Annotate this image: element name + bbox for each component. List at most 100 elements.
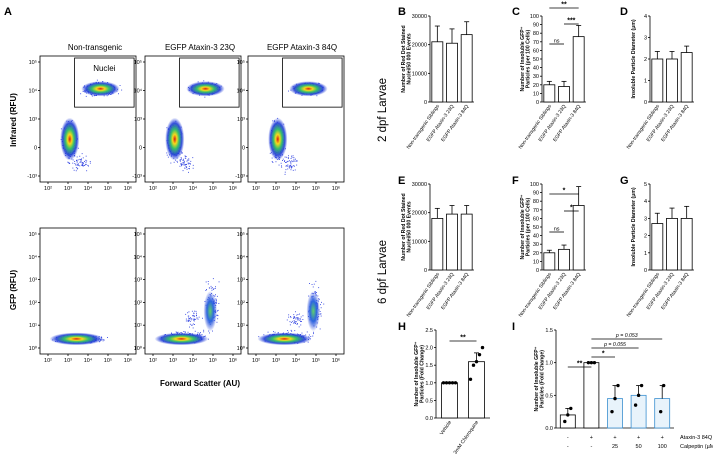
flow-x-tick: 10³ [64, 358, 72, 364]
significance-label: ** [577, 361, 583, 368]
bar [572, 205, 585, 271]
y-tick-label: 0.5 [545, 393, 553, 399]
y-tick-label: 30 [533, 242, 539, 248]
y-tick-label: 100 [530, 182, 539, 188]
chart-h: 0.0 0.5 1.0 1.5 2.0 2.5 Number of Insoluble GF… [414, 328, 490, 455]
bar [446, 213, 458, 271]
y-tick-label: 1.0 [545, 361, 553, 367]
category-label: EGFP Ataxin-3 84Q [440, 104, 470, 143]
y-tick-label: 70 [533, 208, 539, 214]
flow-y-tick: -10³ [132, 174, 142, 180]
flow-x-tick: 10³ [169, 358, 177, 364]
flow-x-tick: 10⁵ [104, 357, 112, 364]
bar [543, 84, 556, 103]
flow-plot-r1c1: Nuclei 10² 10³ 10⁴ 10⁵ 10⁶ 10⁵ 10⁴ 10³ 0 -10³ [27, 55, 137, 192]
nuclei-gate [74, 57, 135, 108]
y-tick-label: 20000 [412, 43, 427, 49]
flow-x-tick: 10⁶ [229, 357, 237, 364]
data-point [610, 409, 614, 414]
bar [543, 252, 556, 271]
condition-value: 100 [658, 444, 667, 450]
flow-x-tick: 10⁵ [312, 357, 320, 364]
condition-value: + [661, 435, 664, 441]
y-tick-label: 5 [644, 182, 647, 188]
flow-y-tick: 10⁴ [134, 254, 143, 261]
y-tick-label: 30000 [412, 182, 427, 188]
density-nuclei [81, 81, 120, 97]
panel-label-b: B [398, 6, 406, 18]
flow-plot-r2c2: 10² 10³ 10⁴ 10⁵ 10⁶ 10⁵ 10⁴ 10³ 10² 10¹ 10⁰ [134, 227, 242, 364]
significance-label: ns [554, 39, 560, 45]
flow-y-tick: 10³ [29, 117, 37, 123]
data-point [450, 381, 455, 385]
y-tick-label: 80 [533, 199, 539, 205]
condition-label: Ataxin-3 84Q [680, 435, 713, 441]
y-axis-label: Number of Insoluble GFP⁺Particles (per 1… [520, 194, 532, 259]
bar [468, 361, 485, 419]
y-tick-label: 0 [644, 268, 647, 274]
flow-y-tick: 10³ [237, 278, 245, 284]
significance-label: * [563, 188, 566, 195]
bar [666, 58, 678, 103]
flow-cytometry-grid: Non-transgenic EGFP Ataxin-3 23Q EGFP At… [9, 43, 345, 388]
y-tick-label: 0 [644, 100, 647, 106]
data-point [441, 381, 446, 385]
y-tick-label: 30000 [412, 14, 427, 20]
y-tick-label: 3 [644, 36, 647, 42]
flow-x-tick: 10⁶ [124, 185, 132, 192]
data-point [639, 383, 644, 388]
condition-value: - [590, 444, 592, 450]
data-point [659, 409, 663, 414]
y-tick-label: 60 [533, 216, 539, 222]
chart-b: 0 10000 20000 30000 Number of Red Dot Staine… [401, 14, 474, 150]
data-point [586, 360, 591, 365]
data-point [616, 383, 620, 388]
flow-y-tick: 10⁵ [237, 59, 245, 66]
gate-label: Nuclei [93, 64, 115, 73]
panel-label-d: D [620, 6, 628, 18]
flow-y-tick: 10¹ [134, 323, 142, 329]
y-tick-label: 100 [530, 14, 539, 20]
condition-value: 25 [612, 444, 618, 450]
condition-value: - [567, 444, 569, 450]
y-tick-label: 0 [424, 100, 427, 106]
bar [558, 86, 570, 103]
flow-y-tick: 10³ [29, 278, 37, 284]
category-label: EGFP Ataxin-3 84Q [440, 272, 470, 311]
y-tick-label: 10 [533, 259, 539, 265]
data-point [636, 393, 641, 398]
bar [559, 414, 576, 429]
flow-y-tick: 10⁵ [134, 231, 142, 238]
flow-x-tick: 10⁴ [189, 185, 198, 192]
panel-label-c: C [512, 6, 520, 18]
flow-y-tick: 10³ [134, 278, 142, 284]
bar [572, 36, 585, 103]
flow-x-tick: 10⁵ [104, 185, 112, 192]
flow-y-tick: 10⁰ [29, 345, 38, 352]
data-point [480, 345, 485, 350]
flow-y-tick: 10⁴ [237, 88, 246, 95]
flow-x-tick: 10² [44, 358, 52, 364]
flow-x-tick: 10² [252, 186, 260, 192]
flow-plot-r1c3: 10² 10³ 10⁴ 10⁵ 10⁶ 10⁵ 10⁴ 10³ 0 -10³ [235, 55, 345, 192]
flow-y-tick: 10⁵ [29, 231, 37, 238]
flow-y-tick: 10⁴ [29, 88, 38, 95]
y-axis-label: Number of Insoluble GFP⁺Particles (Fold … [534, 346, 546, 411]
flow-x-tick: 10³ [64, 186, 72, 192]
flow-x-tick: 10⁴ [292, 185, 301, 192]
flow-column-title-1: Non-transgenic [68, 43, 122, 52]
flow-y-tick: 10⁴ [237, 254, 246, 261]
density-gfp [306, 291, 320, 332]
flow-x-tick: 10⁴ [189, 357, 198, 364]
flow-y-tick: -10³ [235, 174, 245, 180]
y-tick-label: 70 [533, 40, 539, 46]
flow-column-title-2: EGFP Ataxin-3 23Q [165, 43, 235, 52]
chart-i: 0.0 0.5 1.0 1.5 Number of Insoluble GFP⁺Part… [534, 328, 713, 450]
flow-x-tick: 10³ [272, 358, 280, 364]
panel-label-i: I [512, 321, 515, 333]
y-tick-label: 4 [644, 199, 647, 205]
chart-c: 0 10 20 30 40 50 60 70 80 90 100 Number of Insolubl… [518, 2, 586, 150]
flow-bottom-ylabel: GFP (RFU) [9, 270, 18, 311]
panel-label-g: G [620, 175, 629, 187]
